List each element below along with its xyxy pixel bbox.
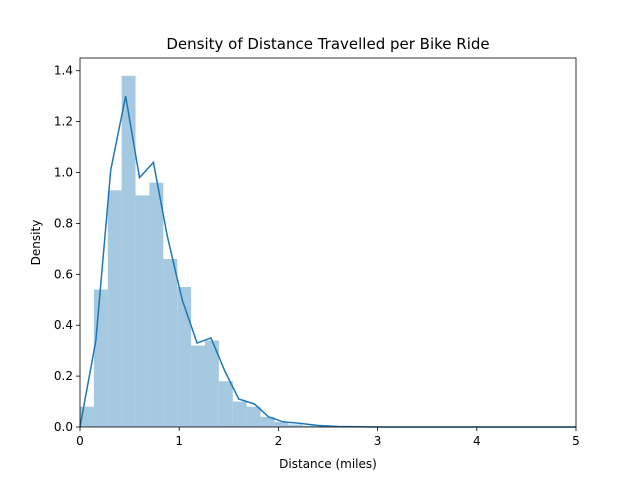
- y-tick-label: 1.0: [54, 166, 73, 180]
- y-tick-label: 0.2: [54, 369, 73, 383]
- histogram-bar: [107, 190, 122, 427]
- histogram-bar: [260, 416, 275, 427]
- y-tick-label: 0.8: [54, 216, 73, 230]
- x-tick-label: 3: [374, 434, 382, 448]
- x-axis-label: Distance (miles): [279, 457, 377, 471]
- histogram-bar: [246, 406, 261, 427]
- y-tick-label: 1.2: [54, 115, 73, 129]
- histogram-bars: [80, 75, 400, 427]
- x-tick-label: 2: [275, 434, 283, 448]
- y-tick-label: 1.4: [54, 64, 73, 78]
- histogram-bar: [93, 289, 108, 427]
- y-tick-label: 0.4: [54, 318, 73, 332]
- histogram-bar: [288, 424, 303, 427]
- x-tick-label: 1: [175, 434, 183, 448]
- histogram-bar: [232, 401, 247, 427]
- histogram-bar: [302, 425, 317, 427]
- histogram-bar: [191, 345, 205, 427]
- x-axis-ticks: 0 1 2 3 4 5: [76, 427, 580, 448]
- kde-series-line: [79, 96, 576, 428]
- x-tick-label: 4: [473, 434, 481, 448]
- histogram-bar: [274, 421, 289, 427]
- plot-frame: [79, 57, 577, 428]
- histogram-bar: [177, 287, 192, 427]
- histogram-bar: [218, 381, 233, 427]
- histogram-bar: [204, 340, 219, 427]
- histogram-bar: [121, 75, 136, 427]
- y-axis-ticks: 0.0 0.2 0.4 0.6 0.8 1.0 1.2 1.4: [54, 64, 80, 434]
- y-tick-label: 0.0: [54, 420, 73, 434]
- histogram-bar: [135, 195, 150, 427]
- chart-title: Density of Distance Travelled per Bike R…: [166, 35, 489, 53]
- y-axis-label: Density: [29, 220, 43, 266]
- y-tick-label: 0.6: [54, 267, 73, 281]
- x-tick-label: 0: [76, 434, 84, 448]
- histogram-bar: [316, 425, 330, 427]
- histogram-bar: [149, 182, 164, 427]
- histogram-bar: [163, 259, 178, 427]
- x-tick-label: 5: [572, 434, 580, 448]
